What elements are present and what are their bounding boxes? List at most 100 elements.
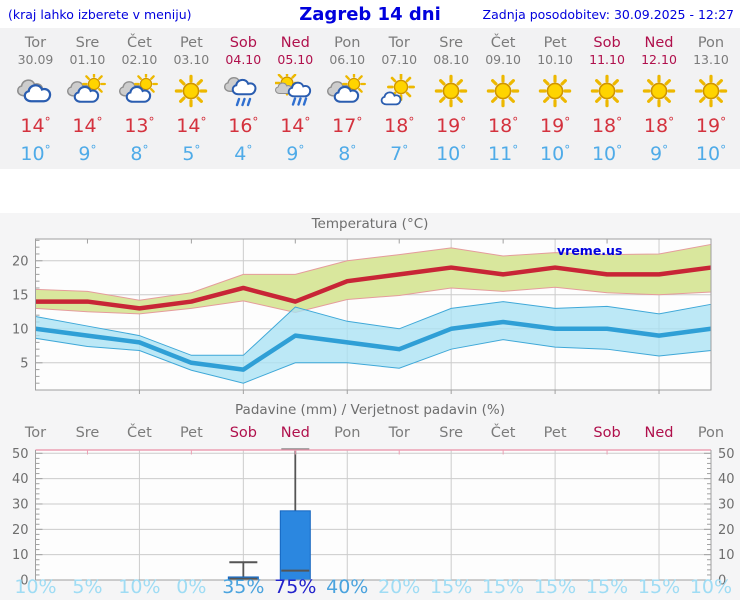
day-date-label: 11.10 bbox=[589, 52, 625, 67]
day-column: Sre 01.10 14° 9° bbox=[61, 28, 114, 168]
day-date-label: 05.10 bbox=[277, 52, 314, 67]
min-temp-label: 8° bbox=[130, 143, 149, 165]
day-name-label: Sob bbox=[593, 35, 621, 51]
page-title: Zagreb 14 dni bbox=[299, 4, 441, 25]
day-column: Čet 09.10 18° 11° bbox=[477, 28, 530, 168]
precip-day-label: Čet bbox=[490, 425, 516, 441]
day-date-label: 06.10 bbox=[329, 52, 366, 67]
day-name-label: Čet bbox=[127, 35, 152, 51]
charts-canvas: 5 10 15 20 0 0 10 10 20 20 30 30 40 40 50 50 bbox=[12, 238, 735, 589]
tmin-line bbox=[35, 319, 712, 372]
min-temp-label: 9° bbox=[649, 143, 669, 165]
precip-probability-label: 15% bbox=[637, 576, 681, 598]
precip-y-tick-label-right: 0 bbox=[718, 574, 726, 589]
precip-day-row: Tor Sre Čet Pet Sob Ned Pon Tor Sre Čet Pet Sob Ned P… bbox=[0, 425, 740, 443]
sunny-icon bbox=[638, 74, 680, 108]
precip-day-label: Tor bbox=[388, 425, 410, 441]
max-temp-label: 19° bbox=[695, 115, 727, 137]
precip-bar bbox=[279, 510, 311, 581]
min-temp-label: 5° bbox=[182, 143, 201, 165]
day-column: Čet 02.10 13° 8° bbox=[113, 28, 166, 168]
min-temp-label: 10° bbox=[436, 143, 467, 165]
day-name-label: Čet bbox=[490, 35, 516, 51]
min-temp-label: 11° bbox=[488, 143, 519, 165]
precip-y-tick-label-right: 50 bbox=[718, 447, 735, 462]
precip-day-label: Ned bbox=[644, 425, 674, 441]
precip-plot-bg bbox=[35, 450, 711, 580]
day-column: Pon 13.10 19° 10° bbox=[684, 28, 737, 168]
partly-cloudy-icon bbox=[118, 74, 160, 108]
precip-day-label: Sre bbox=[75, 425, 100, 441]
precip-y-tick-label-left: 30 bbox=[12, 497, 29, 512]
day-column: Ned 05.10 14° 9° bbox=[269, 28, 322, 168]
temp-y-tick-label: 15 bbox=[12, 288, 29, 303]
sunny-icon bbox=[430, 74, 472, 108]
max-temp-label: 14° bbox=[72, 115, 103, 137]
precip-y-tick-label-left: 10 bbox=[12, 548, 29, 563]
temp-y-tick-label: 10 bbox=[12, 322, 29, 337]
day-name-label: Pon bbox=[334, 35, 361, 51]
precip-day-label: Sob bbox=[229, 425, 257, 441]
rain-icon bbox=[222, 74, 264, 108]
max-temp-label: 14° bbox=[20, 115, 51, 137]
max-temp-label: 18° bbox=[591, 115, 623, 137]
precip-day-label: Ned bbox=[280, 425, 310, 441]
day-column: Ned 12.10 18° 9° bbox=[633, 28, 686, 168]
day-name-label: Pet bbox=[543, 35, 567, 51]
day-column: Sob 11.10 18° 10° bbox=[581, 28, 634, 168]
day-date-label: 07.10 bbox=[381, 52, 418, 67]
precip-day-label: Čet bbox=[127, 425, 152, 441]
precip-prob-row: 10% 5% 10% 0% 35% 75% 40% 20% 15% 15% 15% 15% 15% 10% bbox=[0, 576, 740, 600]
max-temp-label: 13° bbox=[124, 115, 155, 137]
max-temp-label: 18° bbox=[643, 115, 675, 137]
day-date-label: 09.10 bbox=[485, 52, 522, 67]
day-name-label: Pet bbox=[179, 35, 203, 51]
day-column: Pet 03.10 14° 5° bbox=[165, 28, 218, 168]
precip-y-tick-label-left: 20 bbox=[12, 523, 29, 538]
precip-probability-label: 75% bbox=[274, 576, 317, 598]
sunny-icon bbox=[534, 74, 576, 108]
min-temp-label: 4° bbox=[234, 143, 253, 165]
precip-y-tick-label-right: 20 bbox=[718, 523, 735, 538]
min-temp-label: 10° bbox=[540, 143, 571, 165]
cloudy-icon bbox=[15, 74, 57, 108]
day-name-label: Tor bbox=[24, 35, 47, 51]
precip-day-label: Pon bbox=[697, 425, 725, 441]
precip-y-tick-label-right: 40 bbox=[718, 472, 735, 487]
day-column: Pet 10.10 19° 10° bbox=[529, 28, 582, 168]
day-name-label: Sre bbox=[439, 35, 464, 51]
min-temp-label: 10° bbox=[20, 143, 51, 165]
partly-cloudy-icon bbox=[326, 74, 368, 108]
precip-day-label: Tor bbox=[24, 425, 47, 441]
sunny-icon bbox=[690, 74, 732, 108]
day-name-label: Pon bbox=[697, 35, 725, 51]
day-name-label: Sre bbox=[75, 35, 100, 51]
max-temp-label: 14° bbox=[280, 115, 311, 137]
max-temp-label: 17° bbox=[332, 115, 363, 137]
day-date-label: 10.10 bbox=[537, 52, 573, 67]
vreme-us-watermark-link[interactable]: vreme.us bbox=[557, 243, 623, 258]
day-date-label: 13.10 bbox=[693, 52, 729, 67]
temp-y-tick-label: 20 bbox=[12, 254, 29, 269]
precip-probability-label: 10% bbox=[14, 576, 57, 598]
day-date-label: 12.10 bbox=[641, 52, 677, 67]
forecast-strip: Tor 30.09 14° 10° Sre 01.10 14° 9° Čet 02.10 13° 8°… bbox=[0, 28, 740, 169]
sunny-icon bbox=[170, 74, 212, 108]
day-column: Sre 08.10 19° 10° bbox=[425, 28, 478, 168]
precip-probability-label: 15% bbox=[482, 576, 525, 598]
day-date-label: 03.10 bbox=[173, 52, 210, 67]
precip-day-label: Pet bbox=[179, 425, 203, 441]
menu-hint-text: (kraj lahko izberete v meniju) bbox=[8, 7, 192, 22]
precip-day-label: Pet bbox=[543, 425, 567, 441]
precip-day-label: Sob bbox=[593, 425, 621, 441]
max-temp-label: 19° bbox=[540, 115, 571, 137]
precip-day-label: Sre bbox=[439, 425, 464, 441]
precip-probability-label: 35% bbox=[222, 576, 265, 598]
temp-plot-frame bbox=[35, 238, 712, 391]
sunny-icon bbox=[586, 74, 628, 108]
precip-y-tick-label-left: 50 bbox=[12, 447, 29, 462]
last-update-text: Zadnja posodobitev: 30.09.2025 - 12:27 bbox=[482, 7, 734, 22]
max-temp-label: 18° bbox=[384, 115, 415, 137]
precipitation-chart-title: Padavine (mm) / Verjetnost padavin (%) bbox=[235, 402, 505, 418]
